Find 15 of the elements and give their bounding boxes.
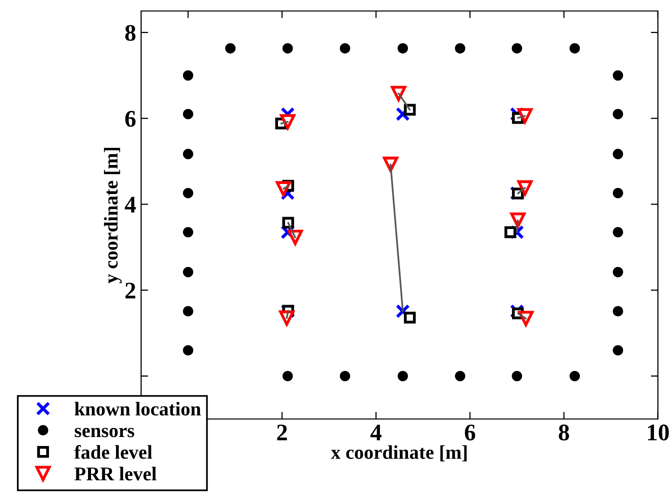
y-tick-label: 2: [125, 282, 136, 298]
y-tick-label: 6: [125, 110, 136, 127]
x-tick-label: 2: [277, 424, 287, 440]
y-tick-label: 8: [125, 24, 136, 41]
y-axis-title: y coordinate [m]: [104, 148, 122, 284]
x-tick-label: 10: [648, 424, 669, 440]
y-tick-label: 4: [124, 196, 136, 212]
x-tick-label: 4: [370, 424, 382, 440]
x-tick-label: 8: [558, 424, 570, 440]
legend-label: fade level: [74, 444, 152, 459]
x-tick-label: 6: [464, 424, 476, 440]
legend-label: sensors: [74, 428, 134, 438]
x-axis-title: x coordinate [m]: [331, 445, 467, 462]
legend-label: known location: [74, 402, 201, 416]
legend-label: PRR level: [74, 466, 156, 480]
